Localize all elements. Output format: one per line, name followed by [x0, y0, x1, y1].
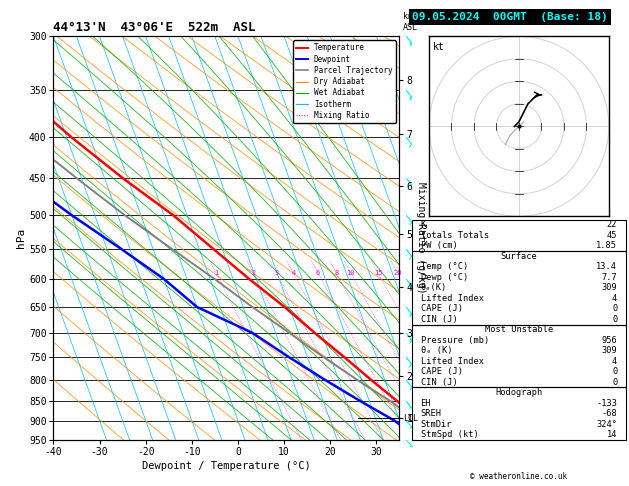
Y-axis label: hPa: hPa: [16, 228, 26, 248]
Text: StmSpd (kt): StmSpd (kt): [421, 430, 478, 439]
Legend: Temperature, Dewpoint, Parcel Trajectory, Dry Adiabat, Wet Adiabat, Isotherm, Mi: Temperature, Dewpoint, Parcel Trajectory…: [293, 40, 396, 123]
Text: 7.7: 7.7: [601, 273, 617, 282]
Text: 2: 2: [251, 270, 255, 276]
Text: 0: 0: [612, 315, 617, 324]
Text: 309: 309: [601, 283, 617, 292]
Bar: [412, 220, 626, 251]
Text: 1.85: 1.85: [596, 242, 617, 250]
Text: 20: 20: [394, 270, 402, 276]
Text: 15: 15: [374, 270, 382, 276]
Text: 10: 10: [347, 270, 355, 276]
Text: -133: -133: [596, 399, 617, 408]
Text: Totals Totals: Totals Totals: [421, 231, 489, 240]
Text: Hodograph: Hodograph: [495, 388, 543, 397]
Text: 0: 0: [612, 304, 617, 313]
Text: Dewp (°C): Dewp (°C): [421, 273, 468, 282]
Text: 0: 0: [612, 367, 617, 376]
Text: Pressure (mb): Pressure (mb): [421, 336, 489, 345]
Text: 13.4: 13.4: [596, 262, 617, 271]
Text: 0: 0: [612, 378, 617, 387]
Y-axis label: Mixing Ratio (g/kg): Mixing Ratio (g/kg): [416, 182, 426, 294]
Text: 324°: 324°: [596, 419, 617, 429]
Text: 309: 309: [601, 346, 617, 355]
Text: StmDir: StmDir: [421, 419, 452, 429]
Text: 45: 45: [607, 231, 617, 240]
Text: LCL: LCL: [403, 414, 418, 423]
Text: 8: 8: [334, 270, 338, 276]
Text: kt: kt: [433, 42, 444, 52]
Text: θₑ (K): θₑ (K): [421, 346, 452, 355]
Text: 6: 6: [316, 270, 320, 276]
Text: CAPE (J): CAPE (J): [421, 304, 462, 313]
Bar: [412, 325, 626, 387]
Text: Lifted Index: Lifted Index: [421, 294, 484, 303]
X-axis label: Dewpoint / Temperature (°C): Dewpoint / Temperature (°C): [142, 461, 311, 471]
Text: CIN (J): CIN (J): [421, 315, 457, 324]
Text: CAPE (J): CAPE (J): [421, 367, 462, 376]
Text: 22: 22: [607, 221, 617, 229]
Text: 09.05.2024  00GMT  (Base: 18): 09.05.2024 00GMT (Base: 18): [412, 12, 608, 22]
Text: K: K: [421, 221, 426, 229]
Bar: [412, 251, 626, 325]
Text: 14: 14: [607, 430, 617, 439]
Text: PW (cm): PW (cm): [421, 242, 457, 250]
Text: SREH: SREH: [421, 409, 442, 418]
Text: Temp (°C): Temp (°C): [421, 262, 468, 271]
Text: 4: 4: [612, 357, 617, 365]
Text: Surface: Surface: [501, 252, 537, 261]
Text: 44°13'N  43°06'E  522m  ASL: 44°13'N 43°06'E 522m ASL: [53, 21, 256, 34]
Text: Lifted Index: Lifted Index: [421, 357, 484, 365]
Text: 3: 3: [274, 270, 279, 276]
Text: 4: 4: [612, 294, 617, 303]
Text: EH: EH: [421, 399, 431, 408]
Text: CIN (J): CIN (J): [421, 378, 457, 387]
Text: 1: 1: [214, 270, 218, 276]
Text: 956: 956: [601, 336, 617, 345]
Text: θₑ(K): θₑ(K): [421, 283, 447, 292]
Text: -68: -68: [601, 409, 617, 418]
Text: 4: 4: [291, 270, 296, 276]
Bar: [412, 387, 626, 440]
Text: Most Unstable: Most Unstable: [485, 325, 553, 334]
Text: © weatheronline.co.uk: © weatheronline.co.uk: [470, 472, 567, 481]
Text: km
ASL: km ASL: [403, 12, 418, 32]
